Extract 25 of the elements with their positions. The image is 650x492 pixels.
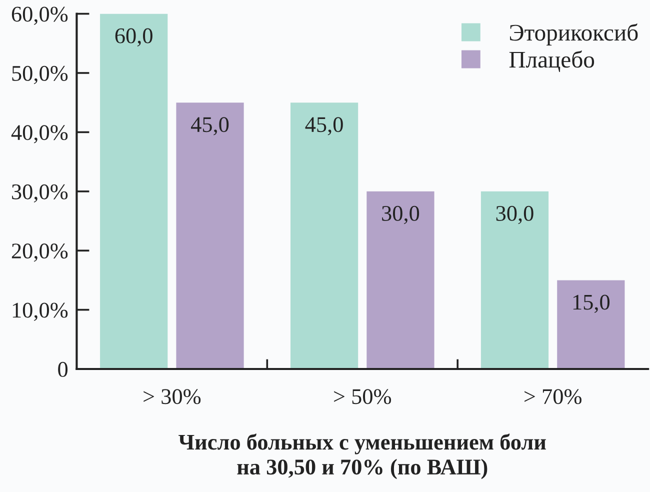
x-axis-title: Число больных с уменьшением боли на 30,50 и 70% (по ВАШ) — [178, 434, 546, 480]
x-tick-label: > 50% — [334, 389, 392, 404]
bar — [290, 102, 358, 369]
data-label: 30,0 — [496, 206, 534, 224]
x-tick-label: > 30% — [144, 389, 201, 404]
y-tick-label: 60,0% — [12, 6, 68, 25]
y-tick-label: 50,0% — [12, 66, 68, 84]
y-tick-label: 20,0% — [12, 244, 68, 262]
y-tick-label: 40,0% — [11, 125, 68, 144]
data-label: 60,0 — [115, 28, 152, 46]
bar — [366, 191, 434, 369]
bar — [176, 102, 244, 369]
x-tick-label: > 70% — [524, 389, 582, 404]
y-tick-label: 0 — [58, 362, 68, 377]
bar — [480, 191, 549, 369]
data-label: 45,0 — [191, 117, 229, 136]
data-label: 15,0 — [573, 294, 610, 313]
legend-label: Плацебо — [509, 50, 594, 72]
data-label: 30,0 — [382, 206, 420, 224]
bar — [557, 280, 625, 369]
y-tick-label: 10,0% — [12, 302, 68, 321]
data-label: 45,0 — [305, 117, 343, 136]
legend-label: Эторикоксиб — [510, 24, 638, 46]
y-tick-label: 30,0% — [12, 184, 68, 203]
bar — [100, 14, 168, 369]
